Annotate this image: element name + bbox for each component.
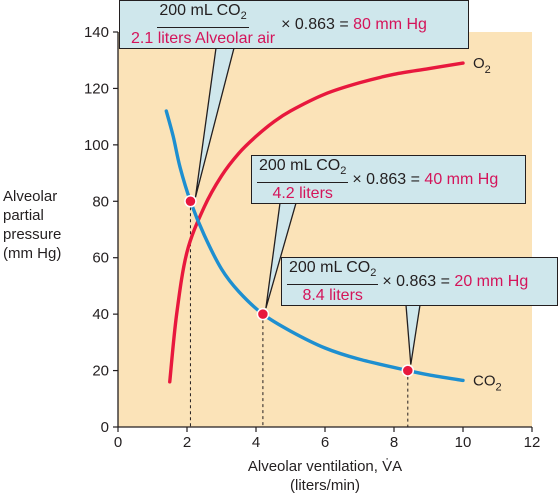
- x-axis-title: Alveolar ventilation, V̇A (liters/min): [215, 457, 435, 495]
- callout-result: 20 mm Hg: [454, 272, 529, 290]
- data-point: [256, 307, 270, 321]
- x-tick-label: 6: [321, 434, 329, 451]
- y-axis-label-line: partial: [3, 207, 44, 224]
- y-tick-label: 120: [84, 80, 109, 97]
- callout-numerator: 200 mL CO2: [257, 156, 349, 184]
- x-tick-label: 12: [524, 434, 541, 451]
- y-tick-label: 140: [84, 24, 109, 41]
- x-axis-units: (liters/min): [290, 477, 360, 494]
- y-axis-label-line: Alveolar: [3, 188, 58, 205]
- x-tick-label: 8: [390, 434, 398, 451]
- callout-numerator: 200 mL CO2: [157, 1, 249, 29]
- y-axis-label-line: (mm Hg): [3, 245, 62, 262]
- callout-fraction: 200 mL CO2 4.2 liters: [257, 156, 349, 203]
- series-line-o2: [168, 61, 465, 384]
- callout-20: 200 mL CO2 8.4 liters × 0.863 = 20 mm Hg: [281, 257, 558, 306]
- callout-fraction: 200 mL CO2 2.1 liters Alveolar air: [129, 1, 277, 48]
- x-tick-label: 4: [252, 434, 260, 451]
- data-point: [401, 364, 415, 377]
- callout-denominator: 4.2 liters: [272, 185, 333, 203]
- x-tick-label: 0: [114, 434, 122, 451]
- y-tick-label: 60: [92, 250, 109, 267]
- callout-result: 80 mm Hg: [353, 15, 427, 33]
- y-axis-label-line: pressure: [3, 226, 62, 243]
- callout-factor: × 0.863 =: [281, 15, 349, 33]
- y-tick-label: 100: [84, 137, 109, 154]
- x-tick-label: 10: [455, 434, 472, 451]
- callout-40: 200 mL CO2 4.2 liters × 0.863 = 40 mm Hg: [251, 155, 526, 204]
- callout-numerator: 200 mL CO2: [287, 258, 379, 286]
- callout-factor: × 0.863 =: [352, 170, 420, 188]
- x-tick-label: 2: [183, 434, 191, 451]
- callout-factor: × 0.863 =: [382, 272, 450, 290]
- y-axis-label: Alveolar partial pressure (mm Hg): [3, 187, 61, 263]
- data-point: [184, 195, 197, 208]
- x-axis-label: Alveolar ventilation, V̇A: [247, 458, 403, 475]
- y-tick-label: 0: [101, 419, 109, 436]
- series-label-co2: CO2: [473, 372, 502, 393]
- callout-denominator: 2.1 liters Alveolar air: [131, 30, 276, 48]
- y-tick-label: 40: [92, 306, 109, 323]
- y-tick-label: 80: [92, 193, 109, 210]
- callout-denominator: 8.4 liters: [302, 287, 363, 305]
- plot-background: [118, 32, 532, 427]
- callout-result: 40 mm Hg: [424, 170, 499, 188]
- callout-fraction: 200 mL CO2 8.4 liters: [287, 258, 379, 305]
- y-tick-label: 20: [92, 363, 109, 380]
- callout-80: 200 mL CO2 2.1 liters Alveolar air × 0.8…: [119, 0, 469, 49]
